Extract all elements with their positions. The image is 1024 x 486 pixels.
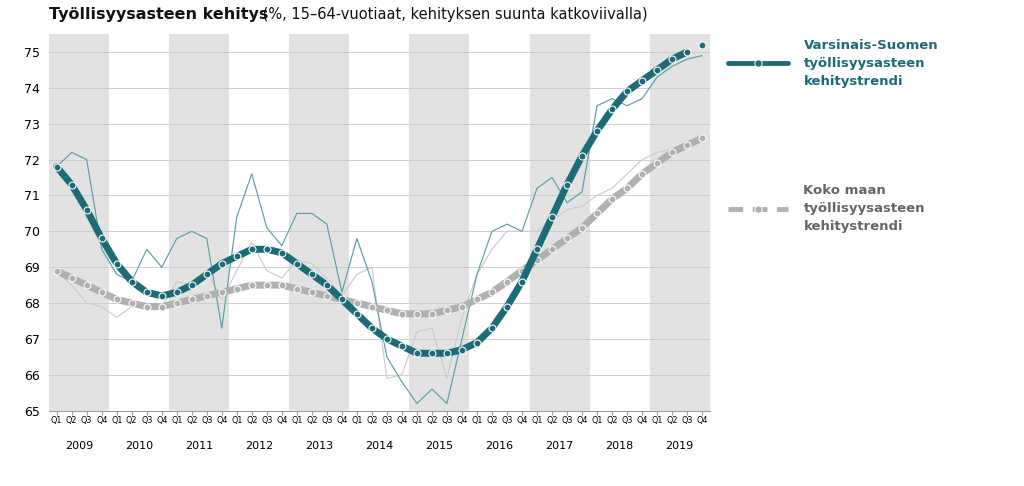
Text: 2019: 2019 — [666, 441, 693, 451]
Bar — [169, 34, 229, 411]
Text: 2012: 2012 — [245, 441, 273, 451]
Text: 2017: 2017 — [546, 441, 573, 451]
Text: Varsinais-Suomen
työllisyysasteen
kehitystrendi: Varsinais-Suomen työllisyysasteen kehity… — [804, 39, 938, 87]
Bar — [290, 34, 349, 411]
Bar — [49, 34, 110, 411]
Text: Koko maan
työllisyysasteen
kehitystrendi: Koko maan työllisyysasteen kehitystrendi — [804, 185, 925, 233]
Text: 2018: 2018 — [605, 441, 634, 451]
Bar — [649, 34, 710, 411]
Text: 2015: 2015 — [425, 441, 454, 451]
Bar — [529, 34, 590, 411]
Text: (%, 15–64-vuotiaat, kehityksen suunta katkoviivalla): (%, 15–64-vuotiaat, kehityksen suunta ka… — [258, 7, 647, 22]
Text: 2010: 2010 — [125, 441, 154, 451]
Text: Työllisyysasteen kehitys: Työllisyysasteen kehitys — [49, 7, 268, 22]
Bar — [410, 34, 469, 411]
Text: 2016: 2016 — [485, 441, 514, 451]
Text: 2013: 2013 — [305, 441, 334, 451]
Text: 2009: 2009 — [66, 441, 93, 451]
Text: 2011: 2011 — [185, 441, 213, 451]
Text: 2014: 2014 — [366, 441, 393, 451]
